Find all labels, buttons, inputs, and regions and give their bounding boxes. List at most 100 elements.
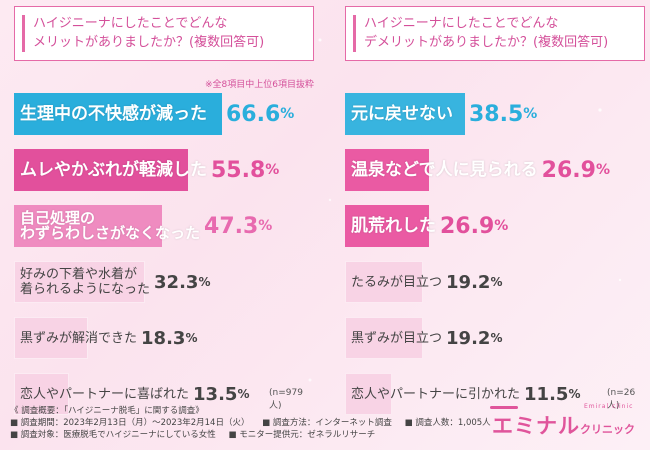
demerit-category-line: たるみが目立つ bbox=[351, 274, 443, 290]
demerit-value-label: 26.9% bbox=[542, 149, 610, 191]
demerit-category-label: 肌荒れした bbox=[351, 205, 436, 247]
demerit-row: 温泉などで人に見られる 26.9% bbox=[345, 149, 645, 191]
merit-value-unit: % bbox=[237, 387, 250, 401]
merit-category-label: 自己処理の わずらわしさがなくなった bbox=[20, 205, 200, 247]
demerit-value-label: 26.9% bbox=[440, 205, 508, 247]
brand-ribbon-icon bbox=[490, 406, 518, 409]
merit-category-line: 自己処理の bbox=[20, 209, 96, 227]
demerit-row: 黒ずみが目立つ 19.2% bbox=[345, 317, 645, 359]
demerit-value-unit: % bbox=[494, 218, 509, 234]
demerit-bar bbox=[345, 261, 423, 303]
survey-title: 《 調査概要：「ハイジニーナ脱毛」に関する調査》 bbox=[10, 406, 204, 416]
merit-category-line: ムレやかぶれが軽減した bbox=[20, 159, 207, 180]
merit-bar bbox=[14, 373, 69, 415]
merit-question-line-1: ハイジニーナにしたことでどんな bbox=[33, 16, 228, 31]
demerit-value-label: 38.5% bbox=[469, 93, 537, 135]
merit-value-unit: % bbox=[265, 162, 280, 178]
demerit-value-label: 19.2% bbox=[446, 261, 502, 303]
survey-method: ■ 調査方法：インターネット調査 bbox=[262, 418, 392, 428]
merit-value-label: 55.8% bbox=[211, 149, 279, 191]
merit-row: 好みの下着や水着が 着られるようになった 32.3% bbox=[14, 261, 314, 303]
merit-category-line: わずらわしさがなくなった bbox=[20, 224, 201, 242]
merit-note: ※全8項目中上位6項目抜粋 bbox=[205, 80, 314, 90]
merit-row: ムレやかぶれが軽減した 55.8% bbox=[14, 149, 314, 191]
demerit-category-line: 温泉などで人に見られる bbox=[351, 159, 538, 180]
demerit-category-label: 恋人やパートナーに引かれた bbox=[351, 373, 520, 415]
demerit-category-label: 温泉などで人に見られる bbox=[351, 149, 538, 191]
merit-bar bbox=[14, 93, 222, 135]
demerit-row: 元に戻せない 38.5% bbox=[345, 93, 645, 135]
merit-value-label: 18.3% bbox=[141, 317, 197, 359]
merit-question-box: ハイジニーナにしたことでどんな メリットがありましたか？(複数回答可) bbox=[14, 6, 314, 61]
merit-bar bbox=[14, 261, 145, 303]
demerit-category-label: 元に戻せない bbox=[351, 93, 453, 135]
brand-main-text: エミナル bbox=[492, 414, 580, 438]
merit-category-label: 恋人やパートナーに喜ばれた bbox=[20, 373, 189, 415]
merit-value-number: 13.5 bbox=[193, 383, 238, 405]
merit-sample-size: (n=979人) bbox=[269, 388, 303, 411]
demerit-bar bbox=[345, 205, 429, 247]
demerit-value-number: 26.9 bbox=[541, 157, 596, 183]
demerit-category-label: たるみが目立つ bbox=[351, 261, 442, 303]
demerit-bar bbox=[345, 93, 465, 135]
demerit-panel: ハイジニーナにしたことでどんな デメリットがありましたか？(複数回答可) 元に戻… bbox=[345, 6, 645, 415]
demerit-question-line-1: ハイジニーナにしたことでどんな bbox=[364, 16, 559, 31]
demerit-category-label: 黒ずみが目立つ bbox=[351, 317, 442, 359]
merit-bar bbox=[14, 317, 88, 359]
merit-value-label: 32.3% bbox=[154, 261, 210, 303]
demerit-value-label: 19.2% bbox=[446, 317, 502, 359]
demerit-category-line: 元に戻せない bbox=[351, 103, 453, 124]
merit-category-line: 生理中の不快感が減った bbox=[20, 103, 207, 124]
merit-value-number: 66.6 bbox=[226, 101, 281, 127]
merit-category-label: 好みの下着や水着が 着られるようになった bbox=[20, 261, 150, 303]
merit-category-label: 黒ずみが解消できた bbox=[20, 317, 137, 359]
demerit-bar bbox=[345, 373, 392, 415]
merit-row: 恋人やパートナーに喜ばれた 13.5% bbox=[14, 373, 314, 415]
merit-value-number: 32.3 bbox=[154, 271, 199, 293]
survey-overview: 《 調査概要：「ハイジニーナ脱毛」に関する調査》 ■ 調査期間：2023年2月1… bbox=[10, 405, 501, 441]
brand-sub-text: クリニック bbox=[580, 423, 635, 436]
merit-value-number: 18.3 bbox=[141, 327, 186, 349]
merit-value-label: 13.5% bbox=[193, 373, 249, 415]
demerit-bar bbox=[345, 149, 429, 191]
merit-category-line: 黒ずみが解消できた bbox=[20, 330, 138, 346]
demerit-value-unit: % bbox=[523, 106, 538, 122]
demerit-value-number: 19.2 bbox=[446, 327, 491, 349]
merit-bar bbox=[14, 149, 188, 191]
demerit-value-number: 26.9 bbox=[440, 213, 495, 239]
demerit-row: 恋人やパートナーに引かれた 11.5% bbox=[345, 373, 645, 415]
merit-value-number: 55.8 bbox=[211, 157, 266, 183]
merit-bar bbox=[14, 205, 162, 247]
demerit-category-line: 黒ずみが目立つ bbox=[351, 330, 443, 346]
demerit-bar bbox=[345, 317, 423, 359]
demerit-value-number: 11.5 bbox=[524, 383, 569, 405]
demerit-row: たるみが目立つ 19.2% bbox=[345, 261, 645, 303]
demerit-category-line: 肌荒れした bbox=[351, 215, 436, 236]
demerit-value-unit: % bbox=[595, 162, 610, 178]
demerit-value-unit: % bbox=[568, 387, 581, 401]
demerit-question-line-2: デメリットがありましたか？(複数回答可) bbox=[364, 35, 609, 50]
merit-value-label: 47.3% bbox=[204, 205, 272, 247]
merit-value-unit: % bbox=[185, 331, 198, 345]
merit-category-line: 好みの下着や水着が bbox=[20, 267, 138, 282]
merit-row: 黒ずみが解消できた 18.3% bbox=[14, 317, 314, 359]
demerit-value-label: 11.5% bbox=[524, 373, 580, 415]
demerit-value-unit: % bbox=[490, 275, 503, 289]
survey-target: ■ 調査対象：医療脱毛でハイジニーナにしている女性 bbox=[10, 430, 216, 440]
demerit-sample-size: (n=26人) bbox=[607, 388, 636, 411]
merit-category-line: 着られるようになった bbox=[20, 282, 151, 297]
merit-value-number: 47.3 bbox=[204, 213, 259, 239]
merit-value-unit: % bbox=[198, 275, 211, 289]
demerit-value-unit: % bbox=[490, 331, 503, 345]
merit-row: 自己処理の わずらわしさがなくなった 47.3% bbox=[14, 205, 314, 247]
merit-value-label: 66.6% bbox=[226, 93, 294, 135]
merit-row: 生理中の不快感が減った 66.6% bbox=[14, 93, 314, 135]
survey-monitor: ■ モニター提供元：ゼネラルリサーチ bbox=[228, 430, 376, 440]
merit-question-line-2: メリットがありましたか？(複数回答可) bbox=[33, 35, 265, 50]
merit-category-label: 生理中の不快感が減った bbox=[20, 93, 207, 135]
brand-tiny-text: Emiral clinic bbox=[584, 403, 634, 410]
merit-value-unit: % bbox=[280, 106, 295, 122]
demerit-row: 肌荒れした 26.9% bbox=[345, 205, 645, 247]
survey-people: ■ 調査人数：1,005人 bbox=[404, 418, 491, 428]
demerit-question-box: ハイジニーナにしたことでどんな デメリットがありましたか？(複数回答可) bbox=[345, 6, 645, 61]
